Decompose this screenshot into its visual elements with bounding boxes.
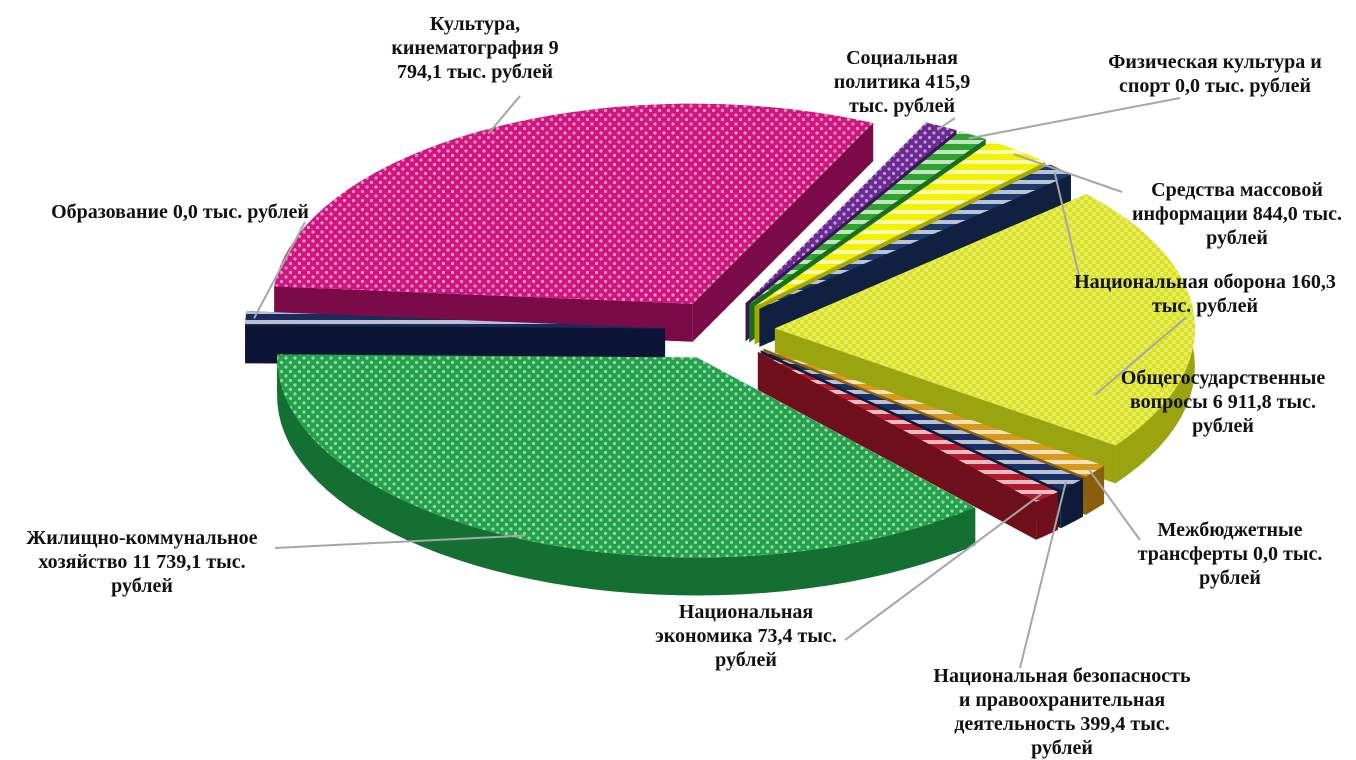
label-defense: Национальная оборона 160,3 тыс. рублей xyxy=(1060,270,1350,318)
label-general: Общегосударственные вопросы 6 911,8 тыс.… xyxy=(1098,366,1348,438)
label-economy: Национальная экономика 73,4 тыс. рублей xyxy=(636,600,856,672)
label-education: Образование 0,0 тыс. рублей xyxy=(30,200,330,224)
label-housing: Жилищно-коммунальное хозяйство 11 739,1 … xyxy=(8,526,276,598)
label-sport: Физическая культура и спорт 0,0 тыс. руб… xyxy=(1080,50,1350,98)
label-security: Национальная безопасность и правоохранит… xyxy=(912,664,1212,760)
label-transfers: Межбюджетные трансферты 0,0 тыс. рублей xyxy=(1130,518,1330,590)
label-media: Средства массовой информации 844,0 тыс. … xyxy=(1112,178,1356,250)
label-culture: Культура, кинематография 9 794,1 тыс. ру… xyxy=(340,12,610,84)
slices-layer xyxy=(245,104,1195,596)
leader-line-sport xyxy=(969,98,1180,139)
label-social: Социальная политика 415,9 тыс. рублей xyxy=(812,46,992,118)
